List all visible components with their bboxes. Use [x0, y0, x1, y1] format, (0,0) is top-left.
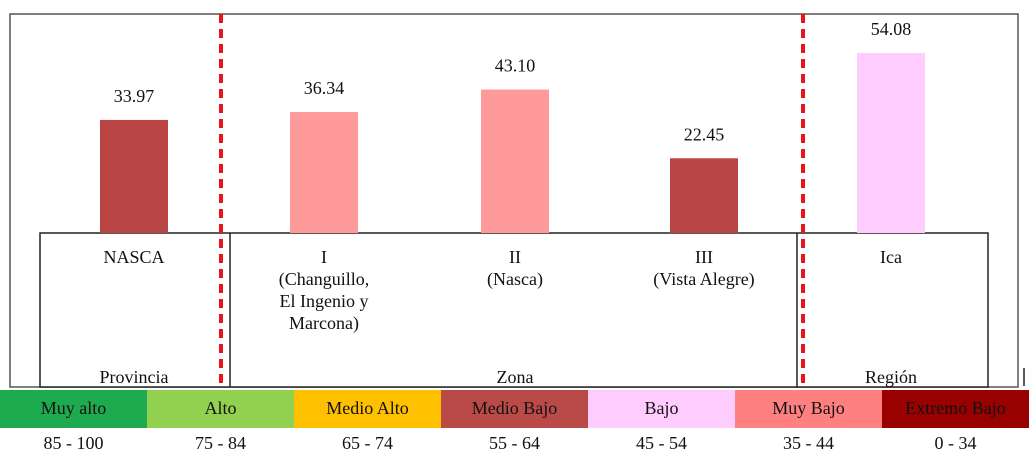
- legend-range: 55 - 64: [489, 433, 540, 453]
- legend-swatch: [588, 390, 735, 428]
- bar: [481, 89, 549, 233]
- legend-swatch: [441, 390, 588, 428]
- data-label: 36.34: [304, 78, 345, 98]
- legend-swatch: [147, 390, 294, 428]
- group-label: Región: [865, 367, 917, 387]
- legend-swatch: [0, 390, 147, 428]
- group-label: Zona: [497, 367, 534, 387]
- data-label: 54.08: [871, 19, 912, 39]
- category-label: (Changuillo,: [279, 269, 370, 290]
- bar: [100, 119, 168, 233]
- bar: [290, 112, 358, 233]
- legend-name: Extremo Bajo: [905, 398, 1005, 418]
- legend-range: 75 - 84: [195, 433, 246, 453]
- bar: [857, 53, 925, 233]
- data-label: 33.97: [114, 86, 155, 106]
- category-label: NASCA: [103, 247, 164, 267]
- legend-name: Medio Alto: [326, 398, 409, 418]
- legend-swatch: [735, 390, 882, 428]
- legend-name: Medio Bajo: [472, 398, 558, 418]
- legend-swatch: [294, 390, 441, 428]
- category-label: Marcona): [289, 313, 359, 334]
- group-label: Provincia: [100, 367, 169, 387]
- bar: [670, 158, 738, 233]
- data-label: 43.10: [495, 56, 536, 76]
- category-label: III: [695, 247, 713, 267]
- category-label: I: [321, 247, 327, 267]
- legend-name: Bajo: [645, 398, 679, 418]
- legend-name: Alto: [204, 398, 236, 418]
- category-label: El Ingenio y: [280, 291, 369, 311]
- legend-range: 35 - 44: [783, 433, 834, 453]
- category-label: II: [509, 247, 521, 267]
- legend-range: 0 - 34: [935, 433, 977, 453]
- data-label: 22.45: [684, 124, 725, 144]
- category-label: (Nasca): [487, 269, 543, 290]
- category-label: (Vista Alegre): [653, 269, 754, 290]
- category-label: Ica: [880, 247, 902, 267]
- legend-swatch: [882, 390, 1029, 428]
- legend-range: 65 - 74: [342, 433, 393, 453]
- legend-range: 45 - 54: [636, 433, 687, 453]
- legend-name: Muy Bajo: [772, 398, 845, 418]
- legend-name: Muy alto: [41, 398, 107, 418]
- legend-range: 85 - 100: [44, 433, 104, 453]
